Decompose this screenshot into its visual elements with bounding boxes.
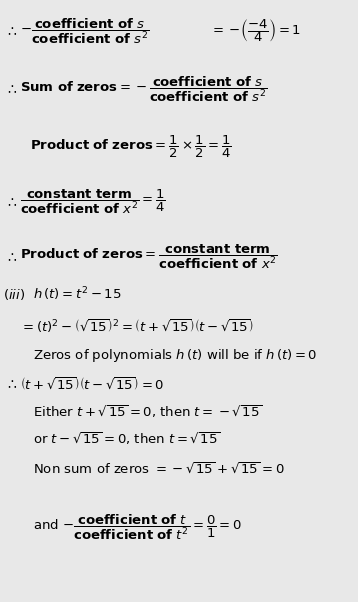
Text: $= -\!\left(\dfrac{-4}{4}\right) = 1$: $= -\!\left(\dfrac{-4}{4}\right) = 1$: [210, 17, 301, 45]
Text: $\therefore$: $\therefore$: [5, 195, 18, 209]
Text: or $t - \sqrt{15} = 0$, then $t = \sqrt{15}$: or $t - \sqrt{15} = 0$, then $t = \sqrt{…: [33, 430, 221, 447]
Text: $-\dfrac{\mathbf{coefficient\ of\ }\mathit{s}}{\mathbf{coefficient\ of\ }\mathit: $-\dfrac{\mathbf{coefficient\ of\ }\math…: [20, 16, 149, 46]
Text: $= (t)^2 - \left(\sqrt{15}\right)^2 = \left(t + \sqrt{15}\right)\left(t - \sqrt{: $= (t)^2 - \left(\sqrt{15}\right)^2 = \l…: [20, 317, 254, 334]
Text: $\therefore$: $\therefore$: [5, 24, 18, 38]
Text: Either $t + \sqrt{15} = 0$, then $t = -\sqrt{15}$: Either $t + \sqrt{15} = 0$, then $t = -\…: [33, 403, 262, 420]
Text: Non sum of zeros $= -\sqrt{15} + \sqrt{15} = 0$: Non sum of zeros $= -\sqrt{15} + \sqrt{1…: [33, 461, 285, 477]
Text: $\mathbf{Product\ of\ zeros} = \dfrac{1}{2} \times \dfrac{1}{2} = \dfrac{1}{4}$: $\mathbf{Product\ of\ zeros} = \dfrac{1}…: [30, 134, 232, 160]
Text: $\therefore$: $\therefore$: [5, 377, 18, 391]
Text: $\therefore$: $\therefore$: [5, 250, 18, 264]
Text: $\dfrac{\mathbf{constant\ term}}{\mathbf{coefficient\ of\ }\mathit{x}^2} = \dfra: $\dfrac{\mathbf{constant\ term}}{\mathbf…: [20, 188, 166, 216]
Text: Zeros of polynomials $\mathit{h}\,(t)$ will be if $\mathit{h}\,(t) = 0$: Zeros of polynomials $\mathit{h}\,(t)$ w…: [33, 347, 318, 364]
Text: and $-\dfrac{\mathbf{coefficient\ of\ }\mathit{t}}{\mathbf{coefficient\ of\ }\ma: and $-\dfrac{\mathbf{coefficient\ of\ }\…: [33, 512, 242, 542]
Text: $\left(t + \sqrt{15}\right)\left(t - \sqrt{15}\right) = 0$: $\left(t + \sqrt{15}\right)\left(t - \sq…: [20, 376, 164, 392]
Text: $\therefore$: $\therefore$: [5, 82, 18, 96]
Text: $(\mathit{iii})$: $(\mathit{iii})$: [3, 287, 25, 302]
Text: $\mathbf{Product\ of\ zeros} = \dfrac{\mathbf{constant\ term}}{\mathbf{coefficie: $\mathbf{Product\ of\ zeros} = \dfrac{\m…: [20, 243, 278, 271]
Text: $\mathit{h}\,(t) = t^2 - 15$: $\mathit{h}\,(t) = t^2 - 15$: [33, 285, 122, 303]
Text: $\mathbf{Sum\ of\ zeros} = -\dfrac{\mathbf{coefficient\ of\ }\mathit{s}}{\mathbf: $\mathbf{Sum\ of\ zeros} = -\dfrac{\math…: [20, 74, 267, 104]
